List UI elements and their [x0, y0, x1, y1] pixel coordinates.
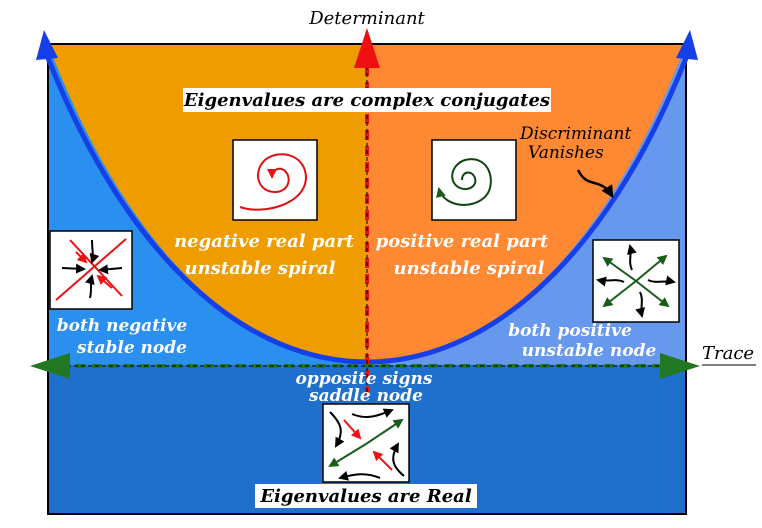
upper-right-region: [367, 44, 686, 362]
negative-spiral-line-1: negative real part: [174, 231, 355, 252]
stable-spiral-inset: [232, 139, 318, 221]
determinant-label: Determinant: [308, 8, 425, 29]
negative-spiral-line-2: unstable spiral: [185, 258, 336, 279]
saddle-inset: [322, 403, 410, 483]
unstable-spiral-inset: [431, 139, 517, 221]
negative-node-line-1: both negative: [57, 316, 188, 336]
parabola-arrowhead-right: [676, 30, 698, 60]
discriminant-line-2: Vanishes: [528, 143, 604, 163]
trace-label: Trace: [702, 343, 754, 364]
positive-spiral-line-1: positive real part: [376, 231, 549, 252]
stable-spiral-curve: [239, 153, 308, 211]
saddle-line-1: opposite signs: [296, 369, 433, 389]
real-banner: Eigenvalues are Real: [259, 486, 472, 507]
saddle-line-2: saddle node: [308, 386, 423, 406]
determinant-axis-arrowhead: [354, 28, 380, 68]
unstable-node-inset: [592, 239, 680, 323]
discriminant-pointer: [576, 169, 614, 199]
real-banner-box: [255, 484, 477, 508]
parabola-arrowhead-left: [36, 30, 58, 60]
upper-left-region: [48, 44, 367, 362]
unstable-spiral-curve: [436, 158, 492, 206]
trace-axis-arrowhead-left: [30, 353, 70, 379]
positive-node-line-1: both positive: [508, 321, 632, 341]
trace-axis-arrowhead-right: [660, 353, 700, 379]
positive-node-line-2: unstable node: [522, 341, 657, 361]
complex-banner-box: [183, 88, 551, 112]
complex-banner: Eigenvalues are complex conjugates: [183, 90, 550, 111]
negative-node-line-2: stable node: [76, 338, 187, 358]
positive-spiral-line-2: unstable spiral: [394, 258, 545, 279]
stable-node-inset: [49, 230, 133, 310]
discriminant-line-1: Discriminant: [519, 124, 631, 144]
